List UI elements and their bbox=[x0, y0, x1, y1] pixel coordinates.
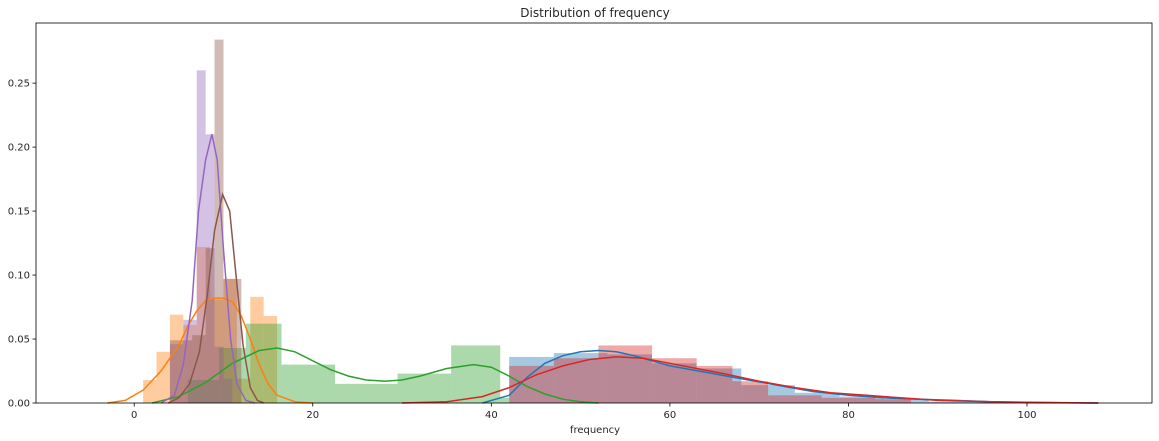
histogram-bar bbox=[794, 392, 840, 403]
histogram-bar bbox=[250, 296, 264, 403]
kde-line bbox=[160, 134, 255, 404]
histogram-bar bbox=[732, 381, 769, 403]
histogram-bar bbox=[768, 395, 822, 403]
histogram-bar bbox=[652, 358, 697, 403]
y-tick-label: 0.05 bbox=[8, 335, 30, 346]
plot-area bbox=[107, 39, 1099, 404]
histogram-bar bbox=[192, 335, 206, 403]
histogram-bar bbox=[884, 399, 929, 403]
histogram-bar bbox=[223, 378, 233, 403]
series-0 bbox=[509, 353, 1028, 403]
kde-line bbox=[151, 347, 599, 404]
y-tick-label: 0.10 bbox=[8, 271, 30, 282]
chart-title: Distribution of frequency bbox=[520, 6, 669, 20]
histogram-bar bbox=[169, 314, 184, 403]
x-tick-label: 20 bbox=[306, 410, 319, 421]
histogram-bar bbox=[169, 344, 184, 403]
histogram-bar bbox=[928, 401, 983, 403]
histogram-bar bbox=[214, 346, 224, 403]
histogram-bar bbox=[187, 379, 220, 403]
kde-line bbox=[401, 356, 1099, 404]
y-tick-label: 0.20 bbox=[8, 143, 30, 154]
x-tick-label: 80 bbox=[842, 410, 855, 421]
kde-line bbox=[107, 297, 313, 404]
histogram-bar bbox=[236, 378, 251, 403]
histogram-bar bbox=[196, 70, 206, 404]
histogram-bar bbox=[156, 351, 170, 403]
axes-frame bbox=[35, 22, 1153, 404]
histogram-bar bbox=[607, 354, 653, 403]
histogram-bar bbox=[741, 385, 795, 403]
x-tick-label: 0 bbox=[131, 410, 137, 421]
kde-line bbox=[167, 191, 264, 404]
histogram-bar bbox=[214, 39, 224, 403]
histogram-bar bbox=[451, 345, 501, 403]
x-axis-label: frequency bbox=[570, 425, 620, 436]
histogram-bar bbox=[839, 396, 885, 403]
x-tick-label: 60 bbox=[664, 410, 677, 421]
histogram-bar bbox=[223, 278, 233, 403]
histogram-bar bbox=[500, 397, 510, 403]
series-3 bbox=[509, 345, 911, 403]
histogram-bar bbox=[335, 383, 398, 403]
y-tick-label: 0.25 bbox=[8, 79, 30, 90]
histogram-bar bbox=[205, 248, 215, 403]
histogram-bar bbox=[232, 278, 242, 403]
y-tick-label: 0.00 bbox=[8, 399, 30, 410]
histogram-bar bbox=[245, 323, 282, 403]
histogram-bar bbox=[553, 358, 599, 403]
y-axis: 0.00 0.05 0.10 0.15 0.20 0.25 bbox=[8, 79, 36, 410]
histogram-bar bbox=[281, 364, 336, 403]
histogram-bar bbox=[821, 397, 876, 403]
series-1 bbox=[143, 246, 278, 403]
y-tick-label: 0.15 bbox=[8, 207, 30, 218]
histogram-bar bbox=[397, 373, 452, 403]
x-tick-label: 40 bbox=[485, 410, 498, 421]
x-tick-label: 100 bbox=[1017, 410, 1036, 421]
x-axis: 0 20 40 60 80 100 bbox=[131, 403, 1037, 421]
histogram-bar bbox=[598, 345, 653, 403]
histogram-bar bbox=[875, 399, 911, 403]
